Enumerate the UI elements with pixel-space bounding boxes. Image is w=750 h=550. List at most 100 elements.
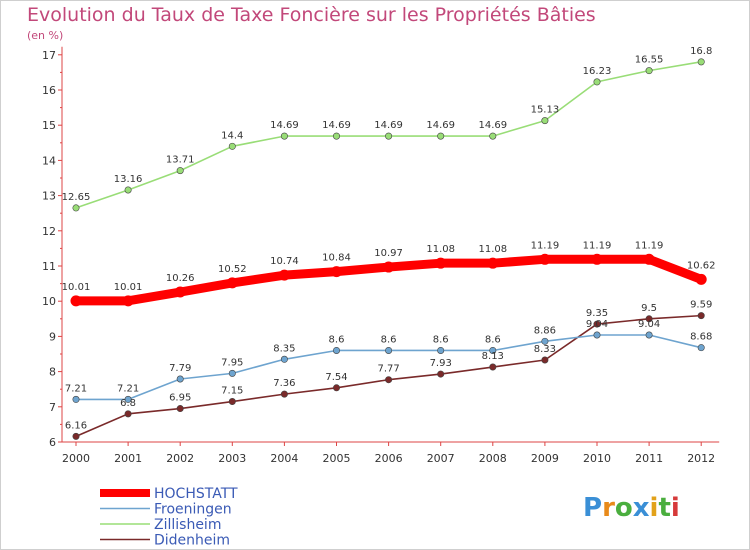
data-label-froeningen: 9.04 <box>586 319 608 330</box>
data-point-didenheim <box>124 410 132 418</box>
y-tick-label: 9 <box>49 330 56 343</box>
x-tick-label: 2003 <box>218 452 246 465</box>
data-point-hochstatt <box>591 253 603 265</box>
data-label-zillisheim: 16.55 <box>635 55 664 66</box>
data-point-didenheim <box>385 376 393 384</box>
data-label-froeningen: 9.04 <box>638 319 660 330</box>
data-point-hochstatt <box>70 295 82 307</box>
data-point-didenheim <box>280 390 288 398</box>
data-label-didenheim: 7.15 <box>221 386 243 397</box>
chart-title: Evolution du Taux de Taxe Foncière sur l… <box>27 4 596 26</box>
y-tick-label: 15 <box>42 119 56 132</box>
data-point-didenheim <box>541 356 549 364</box>
legend-label-hochstatt: HOCHSTATT <box>154 486 238 502</box>
data-point-hochstatt <box>695 273 707 285</box>
data-label-didenheim: 6.95 <box>169 393 191 404</box>
x-tick-label: 2010 <box>583 452 611 465</box>
data-point-didenheim <box>489 363 497 371</box>
data-point-didenheim <box>332 384 340 392</box>
x-tick-label: 2006 <box>375 452 403 465</box>
y-tick-label: 11 <box>42 260 56 273</box>
data-point-froeningen <box>72 395 80 403</box>
x-tick-label: 2005 <box>323 452 351 465</box>
y-tick-label: 17 <box>42 49 56 62</box>
data-point-zillisheim <box>489 132 497 140</box>
data-label-froeningen: 8.35 <box>273 343 295 354</box>
data-label-zillisheim: 13.71 <box>166 155 195 166</box>
data-point-zillisheim <box>228 142 236 150</box>
data-label-zillisheim: 14.4 <box>221 130 243 141</box>
data-point-didenheim <box>645 315 653 323</box>
data-point-zillisheim <box>124 186 132 194</box>
data-label-didenheim: 9.35 <box>586 308 608 319</box>
data-label-didenheim: 6.16 <box>65 420 87 431</box>
data-label-froeningen: 8.6 <box>485 334 501 345</box>
data-point-hochstatt <box>539 253 551 265</box>
y-tick-label: 12 <box>42 225 56 238</box>
data-label-didenheim: 9.59 <box>690 300 712 311</box>
data-point-froeningen <box>645 331 653 339</box>
data-point-didenheim <box>228 398 236 406</box>
data-label-froeningen: 7.79 <box>169 363 191 374</box>
logo-text: Proxiti <box>583 493 680 523</box>
data-point-didenheim <box>72 432 80 440</box>
logo-letter: i <box>671 493 680 523</box>
data-point-froeningen <box>176 375 184 383</box>
data-label-didenheim: 8.13 <box>482 351 504 362</box>
data-point-hochstatt <box>174 286 186 298</box>
data-point-froeningen <box>280 355 288 363</box>
logo-letter: x <box>633 493 650 523</box>
data-label-zillisheim: 14.69 <box>426 120 455 131</box>
data-label-zillisheim: 14.69 <box>270 120 299 131</box>
data-label-froeningen: 8.6 <box>381 334 397 345</box>
data-labels-layer: 12.65 13.16 13.71 14.4 14.69 14.69 14.69 14.69 1… <box>62 46 716 432</box>
data-point-didenheim <box>593 320 601 328</box>
data-label-hochstatt: 11.19 <box>583 240 612 251</box>
data-label-zillisheim: 14.69 <box>478 120 507 131</box>
data-point-hochstatt <box>383 261 395 273</box>
data-point-froeningen <box>437 346 445 354</box>
data-label-zillisheim: 14.69 <box>374 120 403 131</box>
data-label-hochstatt: 11.19 <box>635 240 664 251</box>
data-point-froeningen <box>541 337 549 345</box>
data-point-hochstatt <box>643 253 655 265</box>
data-point-zillisheim <box>593 78 601 86</box>
series-hochstatt <box>70 253 707 307</box>
y-tick-label: 7 <box>49 401 56 414</box>
data-label-hochstatt: 10.26 <box>166 273 195 284</box>
data-label-hochstatt: 10.01 <box>62 282 91 293</box>
data-point-hochstatt <box>226 277 238 289</box>
x-tick-label: 2009 <box>531 452 559 465</box>
data-point-zillisheim <box>72 204 80 212</box>
data-point-zillisheim <box>437 132 445 140</box>
data-label-hochstatt: 10.74 <box>270 256 299 267</box>
data-label-hochstatt: 10.97 <box>374 248 403 259</box>
series-froeningen <box>72 331 705 403</box>
data-label-zillisheim: 16.23 <box>583 66 612 77</box>
x-tick-label: 2002 <box>166 452 194 465</box>
x-tick-label: 2001 <box>114 452 142 465</box>
data-label-hochstatt: 11.19 <box>531 240 560 251</box>
data-label-froeningen: 8.6 <box>433 334 449 345</box>
logo-letter: t <box>658 493 670 523</box>
chart-axes: 6 7 8 9 10 11 12 13 14 15 16 17 2000 2001 2002 2003 2004… <box>42 46 720 465</box>
y-tick-label: 14 <box>42 154 56 167</box>
data-label-zillisheim: 12.65 <box>62 192 91 203</box>
logo-letter: r <box>602 493 615 523</box>
data-point-hochstatt <box>487 257 499 269</box>
data-point-zillisheim <box>332 132 340 140</box>
data-label-hochstatt: 11.08 <box>426 244 455 255</box>
data-point-didenheim <box>437 370 445 378</box>
x-tick-label: 2008 <box>479 452 507 465</box>
y-tick-label: 16 <box>42 84 56 97</box>
data-label-didenheim: 6.8 <box>120 398 136 409</box>
x-tick-label: 2000 <box>62 452 90 465</box>
data-label-zillisheim: 15.13 <box>531 105 560 116</box>
data-label-froeningen: 7.21 <box>65 383 87 394</box>
series-zillisheim <box>72 58 705 212</box>
data-point-zillisheim <box>280 132 288 140</box>
data-point-didenheim <box>176 405 184 413</box>
y-tick-label: 13 <box>42 190 56 203</box>
legend-label-zillisheim: Zillisheim <box>154 517 221 533</box>
